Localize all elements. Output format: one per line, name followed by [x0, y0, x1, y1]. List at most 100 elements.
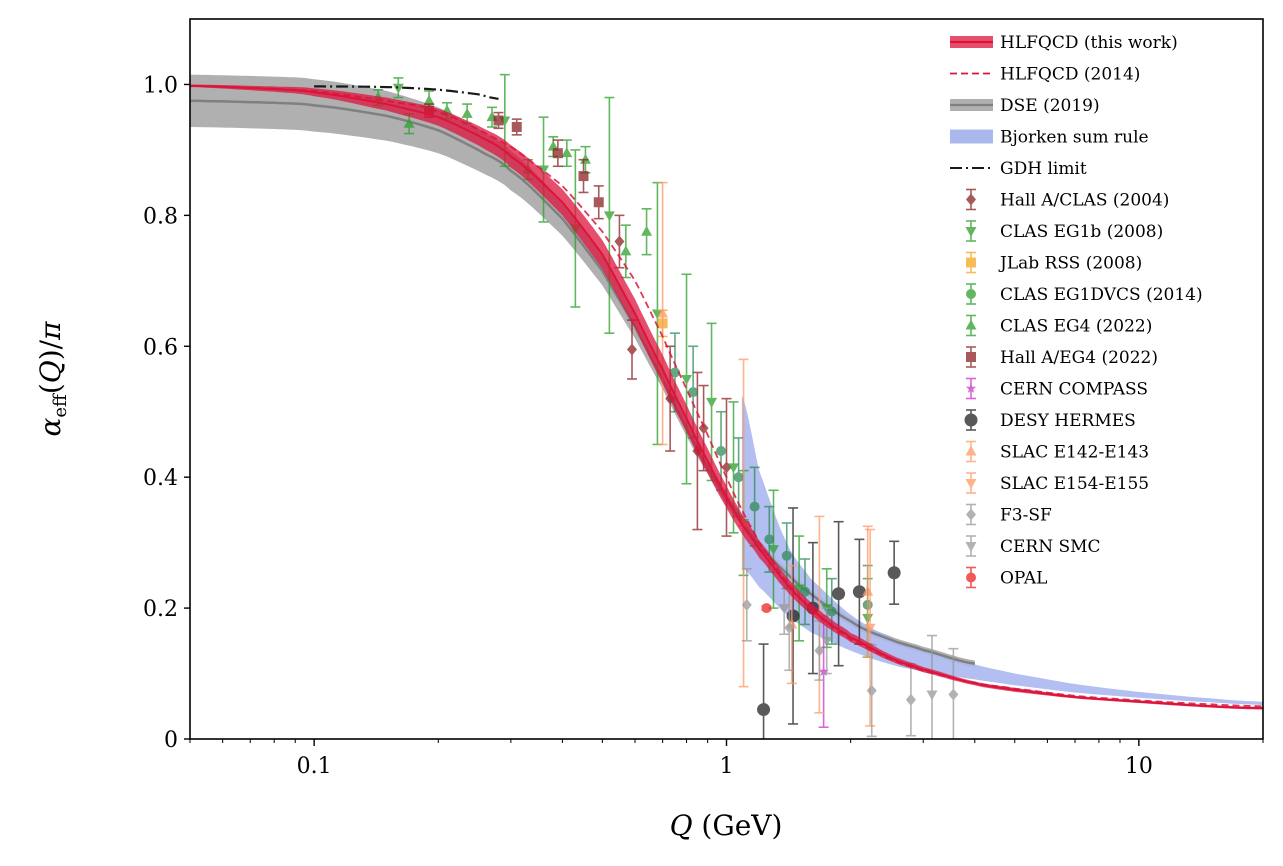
data-marker: [493, 115, 504, 126]
data-marker: [814, 644, 825, 657]
data-point: [814, 620, 825, 681]
legend-label: HLFQCD (2014): [1000, 65, 1140, 85]
legend-item-opal: OPAL: [966, 566, 1047, 589]
legend-label: SLAC E142-E143: [1000, 443, 1149, 463]
legend-label: GDH limit: [1000, 159, 1087, 179]
y-tick-label: 0.8: [143, 204, 178, 229]
data-marker: [641, 225, 653, 236]
data-marker: [423, 94, 435, 105]
hlfqcd-line: [190, 84, 1263, 710]
legend-label: HLFQCD (this work): [1000, 33, 1178, 53]
legend-label: SLAC E154-E155: [1000, 474, 1149, 494]
data-point: [493, 111, 504, 130]
data-marker: [864, 623, 876, 634]
data-marker: [688, 387, 699, 398]
data-point: [681, 273, 693, 485]
legend-label: F3-SF: [1000, 506, 1052, 526]
data-marker: [627, 343, 638, 356]
legend-label: JLab RSS (2008): [998, 254, 1142, 274]
data-marker: [614, 235, 625, 248]
data-marker: [948, 688, 959, 701]
data-marker: [965, 479, 977, 489]
legend: HLFQCD (this work) HLFQCD (2014) DSE (2019…: [950, 33, 1203, 589]
legend-item-hlfqcd-2014: HLFQCD (2014): [950, 65, 1140, 85]
data-point: [552, 139, 563, 168]
legend-item-jlab-rss-2008: JLab RSS (2008): [966, 251, 1142, 274]
data-marker: [669, 367, 680, 378]
series-opal: [761, 603, 772, 614]
legend-label: Hall A/CLAS (2004): [1000, 191, 1169, 211]
hlfqcd-2014-line: [190, 84, 1263, 708]
legend-item-desy-hermes: DESY HERMES: [964, 409, 1136, 431]
x-tick-label: 10: [1125, 754, 1153, 779]
data-marker: [799, 586, 810, 597]
data-point: [832, 520, 846, 667]
data-marker: [681, 375, 693, 385]
data-marker: [966, 352, 976, 362]
legend-marker: [965, 314, 977, 337]
legend-item-gdh-limit: GDH limit: [950, 159, 1087, 179]
data-point: [948, 647, 959, 739]
data-marker: [926, 690, 938, 701]
data-point: [641, 208, 653, 256]
data-marker: [552, 148, 563, 159]
legend-item-slac-e154-e155: SLAC E154-E155: [965, 472, 1149, 494]
data-marker: [721, 461, 732, 474]
legend-label: CERN COMPASS: [1000, 380, 1148, 400]
legend-item-bjorken-sum-rule: Bjorken sum rule: [950, 128, 1149, 148]
x-tick-label: 0.1: [297, 754, 332, 779]
data-point: [757, 643, 771, 739]
legend-marker: [966, 283, 976, 305]
data-point: [786, 507, 800, 725]
data-point: [741, 568, 752, 642]
data-marker: [852, 585, 866, 599]
data-point: [620, 224, 632, 279]
data-marker: [784, 621, 795, 634]
y-tick-label: 0.6: [143, 335, 178, 360]
legend-item-cern-smc: CERN SMC: [965, 535, 1101, 557]
data-marker: [965, 542, 977, 552]
legend-swatch: [950, 129, 993, 144]
data-point: [561, 139, 573, 168]
legend-marker: [965, 440, 977, 463]
data-marker: [733, 472, 744, 483]
legend-marker: [965, 535, 977, 557]
data-marker: [728, 463, 740, 474]
legend-item-hall-a-clas-2004: Hall A/CLAS (2004): [966, 188, 1169, 211]
data-marker: [964, 413, 978, 427]
legend-marker: [966, 503, 976, 526]
data-marker: [966, 257, 976, 268]
data-marker: [832, 587, 846, 601]
legend-label: OPAL: [1000, 569, 1047, 589]
data-point: [926, 634, 938, 739]
data-marker: [887, 566, 901, 580]
legend-item-clas-eg4-2022: CLAS EG4 (2022): [965, 314, 1152, 337]
legend-marker: [966, 188, 976, 211]
data-marker: [764, 534, 775, 545]
dse-line: [190, 99, 975, 665]
y-tick-label: 1.0: [143, 73, 178, 98]
data-marker: [716, 446, 727, 456]
data-point: [905, 662, 916, 737]
data-marker: [966, 289, 976, 299]
legend-label: CLAS EG1b (2008): [1000, 222, 1163, 242]
data-marker: [511, 122, 522, 132]
data-point: [793, 535, 805, 642]
legend-item-slac-e142-e143: SLAC E142-E143: [965, 440, 1149, 463]
data-point: [627, 319, 638, 380]
data-marker: [793, 584, 805, 595]
data-marker: [698, 422, 709, 435]
data-marker: [905, 693, 916, 706]
data-marker: [965, 445, 977, 456]
data-marker: [966, 572, 976, 583]
y-tick-label: 0: [164, 728, 178, 753]
legend-label: Bjorken sum rule: [1000, 128, 1149, 148]
data-point: [721, 397, 732, 537]
legend-item-clas-eg1dvcs-2014: CLAS EG1DVCS (2014): [966, 283, 1203, 305]
gdh-limit-line: [314, 85, 499, 100]
x-tick-label: 1: [720, 754, 734, 779]
legend-item-cern-compass: CERN COMPASS: [965, 377, 1148, 400]
legend-marker: [966, 566, 976, 589]
legend-marker: [966, 346, 976, 368]
